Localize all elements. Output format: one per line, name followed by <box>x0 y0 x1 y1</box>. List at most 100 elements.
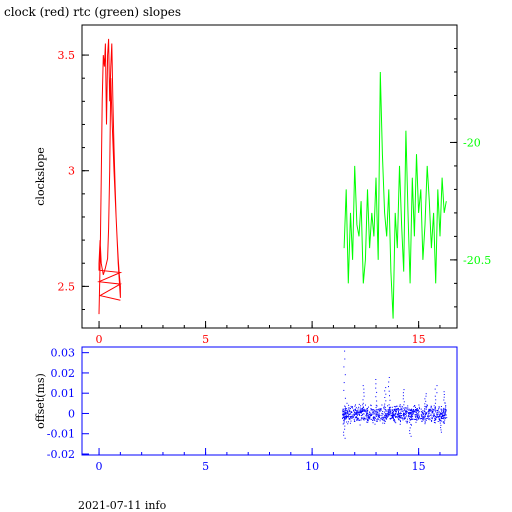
offset-point <box>404 417 406 419</box>
offset-point <box>445 405 447 407</box>
offset-point <box>446 417 448 419</box>
offset-point <box>343 431 345 433</box>
offset-point <box>405 414 407 415</box>
offset-point <box>363 388 365 390</box>
offset-point <box>423 416 425 418</box>
offset-point <box>384 422 386 424</box>
offset-point <box>345 413 347 415</box>
offset-point <box>356 410 358 412</box>
offset-point <box>390 410 392 412</box>
bottom-xtick-label: 15 <box>412 460 426 473</box>
offset-point <box>362 404 364 406</box>
offset-point <box>402 410 404 412</box>
offset-point <box>422 419 424 421</box>
offset-point <box>388 414 390 416</box>
offset-point <box>425 406 427 408</box>
offset-point <box>394 415 396 417</box>
offset-point <box>378 415 380 417</box>
offset-point <box>409 413 411 415</box>
offset-point <box>424 415 426 417</box>
offset-point <box>442 408 444 410</box>
offset-point <box>438 411 440 413</box>
offset-point <box>362 410 364 412</box>
offset-point <box>434 395 436 397</box>
offset-point <box>348 413 350 415</box>
offset-point <box>420 411 422 413</box>
offset-point <box>384 403 386 405</box>
offset-point <box>404 410 406 412</box>
offset-point <box>361 410 363 412</box>
offset-point <box>355 408 356 410</box>
offset-point <box>412 412 414 414</box>
bottom-ytick-label: 0.01 <box>51 387 76 400</box>
offset-point <box>435 399 437 401</box>
offset-point <box>428 408 430 410</box>
offset-point <box>414 411 416 413</box>
offset-point <box>387 411 389 413</box>
offset-point <box>423 417 424 419</box>
offset-point <box>434 407 436 409</box>
bottom-xtick-label: 5 <box>202 460 209 473</box>
offset-point <box>375 409 377 411</box>
offset-point <box>392 411 394 413</box>
offset-point <box>440 420 441 422</box>
offset-point <box>402 398 404 400</box>
offset-point <box>433 405 435 407</box>
offset-point <box>424 413 426 415</box>
offset-point <box>361 408 363 410</box>
offset-point <box>444 417 446 419</box>
offset-point <box>362 385 364 387</box>
offset-point <box>361 418 363 419</box>
offset-point <box>388 412 390 414</box>
offset-point <box>403 404 405 406</box>
bottom-ylabel: offset(ms) <box>34 373 47 429</box>
offset-point <box>359 419 361 421</box>
offset-point <box>342 411 344 413</box>
offset-point <box>439 419 441 420</box>
bottom-ytick-label: -0.02 <box>47 448 75 461</box>
offset-point <box>385 418 387 420</box>
offset-point <box>419 418 421 420</box>
offset-point <box>388 414 390 416</box>
offset-point <box>410 413 412 415</box>
offset-point <box>440 409 442 411</box>
offset-point <box>348 416 349 418</box>
offset-point <box>378 418 380 420</box>
offset-point <box>415 410 417 412</box>
offset-point <box>365 415 367 416</box>
top-xtick-label: 15 <box>412 333 426 346</box>
offset-point <box>387 412 389 414</box>
offset-point <box>365 411 367 413</box>
offset-point <box>342 412 344 414</box>
offset-point <box>433 409 435 411</box>
offset-point <box>350 416 352 417</box>
offset-point <box>417 418 419 420</box>
offset-point <box>442 409 444 411</box>
offset-point <box>411 411 413 413</box>
offset-point <box>367 419 369 421</box>
offset-point <box>406 418 408 420</box>
offset-point <box>436 392 438 394</box>
offset-point <box>363 416 365 418</box>
offset-point <box>357 414 358 416</box>
offset-point <box>350 412 352 414</box>
offset-point <box>432 412 434 414</box>
offset-point <box>417 410 419 412</box>
offset-point <box>385 414 387 416</box>
offset-point <box>368 418 370 420</box>
offset-point <box>420 417 422 419</box>
offset-point <box>378 414 380 416</box>
offset-point <box>353 418 355 420</box>
offset-point <box>348 418 350 419</box>
offset-point <box>383 405 385 407</box>
offset-point <box>421 412 423 414</box>
offset-point <box>441 410 442 412</box>
offset-point <box>392 415 393 417</box>
offset-point <box>398 405 400 407</box>
offset-point <box>414 415 416 417</box>
offset-point <box>411 413 413 415</box>
offset-point <box>430 406 432 408</box>
footer-text: 2021-07-11 info <box>78 499 167 512</box>
offset-point <box>375 404 377 406</box>
offset-point <box>367 418 369 420</box>
